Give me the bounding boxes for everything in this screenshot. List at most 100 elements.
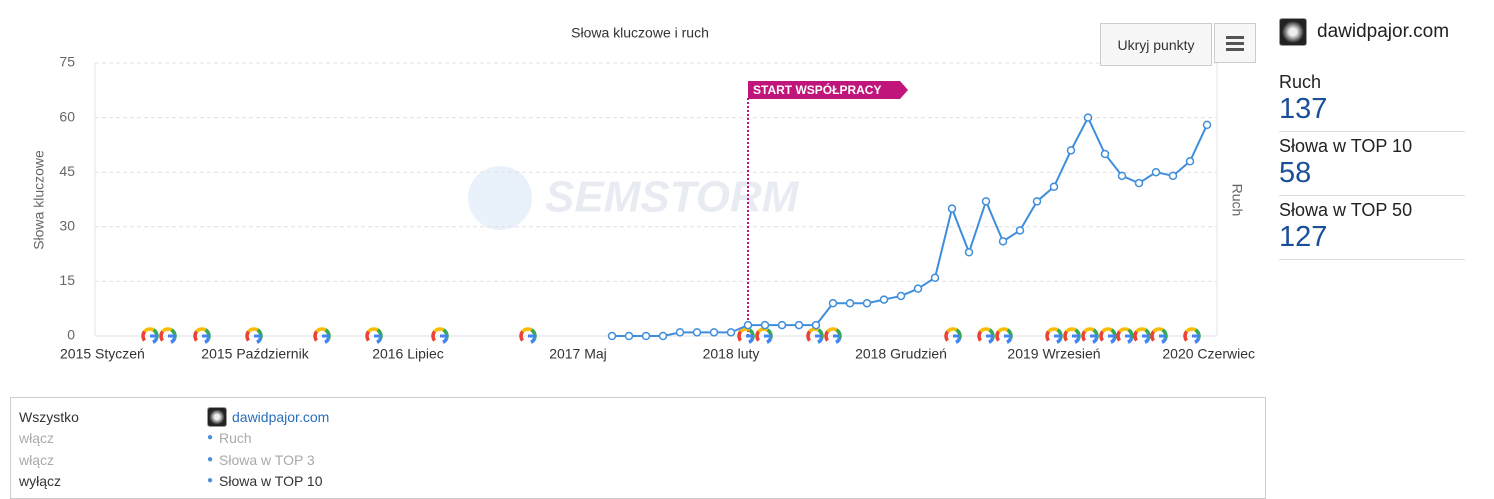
google-icon — [442, 337, 449, 344]
google-icon — [988, 337, 995, 344]
point — [947, 204, 957, 213]
google-icon — [1056, 328, 1063, 339]
google-icon — [1133, 330, 1139, 342]
google-icon — [1183, 330, 1189, 342]
legend-item[interactable]: Ruch — [219, 430, 252, 446]
stat-value: 137 — [1279, 93, 1328, 125]
y-tick-label: 75 — [59, 54, 75, 70]
point — [658, 331, 668, 341]
google-icon — [1161, 337, 1168, 344]
google-icon — [1118, 327, 1130, 333]
google-icon — [806, 330, 812, 342]
stat: Słowa w TOP 10 58 — [1279, 132, 1465, 196]
google-icon — [1110, 328, 1117, 339]
google-icon — [159, 330, 165, 342]
watermark-logo — [468, 166, 532, 230]
google-icon — [835, 328, 842, 339]
point — [1185, 157, 1195, 166]
point — [675, 328, 685, 337]
point — [1049, 182, 1059, 192]
point — [913, 284, 923, 293]
google-icon — [1006, 337, 1013, 344]
google-icon — [204, 337, 211, 344]
point — [777, 320, 787, 330]
google-icon — [324, 328, 331, 339]
google-icon — [1092, 328, 1099, 339]
google-icon — [1194, 337, 1201, 344]
menu-button[interactable] — [1214, 23, 1256, 63]
legend-item[interactable]: Słowa w TOP 3 — [219, 452, 315, 468]
y-tick-label: 45 — [59, 163, 75, 179]
google-icon — [193, 330, 199, 342]
point — [930, 273, 940, 283]
site-name: dawidpajor.com — [1317, 21, 1450, 42]
google-icon — [431, 330, 437, 342]
legend-site[interactable]: dawidpajor.com — [232, 409, 330, 425]
x-tick-label: 2019 Wrzesień — [1007, 346, 1100, 362]
google-icon — [170, 337, 177, 344]
legend-panel: Wszystko włącz włącz wyłącz dawidpajor.c… — [10, 397, 1266, 499]
point — [1100, 149, 1110, 159]
point — [743, 320, 753, 330]
legend-item[interactable]: Słowa w TOP 10 — [219, 473, 323, 489]
point — [1117, 171, 1127, 181]
google-icon — [1081, 330, 1087, 342]
google-icon — [442, 328, 449, 339]
watermark-text: SEMSTORM — [545, 173, 800, 222]
google-icon — [766, 337, 773, 344]
toggle[interactable]: włącz — [19, 452, 55, 468]
google-icon — [1074, 328, 1081, 339]
google-icon — [521, 327, 533, 333]
toggle[interactable]: wyłącz — [19, 473, 62, 489]
google-icon — [1099, 330, 1105, 342]
google-icon — [1006, 328, 1013, 339]
google-icon — [376, 337, 383, 344]
x-tick-label: 2018 Grudzień — [855, 346, 947, 362]
x-tick-label: 2015 Październik — [201, 346, 309, 362]
google-icon — [1152, 327, 1164, 333]
stat-label: Ruch — [1279, 72, 1322, 92]
annotation-flag — [748, 81, 908, 99]
google-icon — [324, 337, 331, 344]
legend-dot: ● — [207, 475, 214, 486]
chart-title: Słowa kluczowe i ruch — [571, 25, 709, 41]
point — [794, 320, 804, 330]
point — [1015, 226, 1025, 235]
google-icon — [530, 337, 537, 344]
point — [879, 295, 889, 304]
y-tick-label: 0 — [67, 327, 75, 343]
x-tick-label: 2015 Styczeń — [60, 346, 145, 362]
google-icon — [1074, 337, 1081, 344]
google-icon — [955, 328, 962, 339]
google-icon — [997, 327, 1009, 333]
point — [845, 298, 855, 308]
x-tick-label: 2020 Czerwiec — [1162, 346, 1255, 362]
google-icon — [748, 328, 755, 339]
sidebar: dawidpajor.com Ruch 137 Słowa w TOP 10 58 … — [1279, 18, 1494, 260]
google-icon — [1065, 327, 1077, 333]
google-icon — [170, 328, 177, 339]
point — [760, 320, 770, 330]
legend-dot: ● — [207, 432, 214, 443]
google-icon — [1092, 337, 1099, 344]
x-tick-label: 2018 luty — [703, 346, 760, 362]
google-icon — [195, 327, 207, 333]
point — [1168, 171, 1178, 181]
google-icon — [1144, 328, 1151, 339]
toggle[interactable]: włącz — [19, 430, 55, 446]
point — [607, 331, 617, 341]
legend-dot: ● — [207, 454, 214, 465]
point — [896, 291, 906, 301]
point — [726, 328, 736, 337]
google-icon — [161, 327, 173, 333]
all-toggle[interactable]: Wszystko — [19, 409, 79, 425]
x-tick-label: 2016 Lipiec — [372, 346, 444, 362]
hide-points-button[interactable]: Ukryj punkty — [1100, 23, 1212, 66]
google-icon — [946, 327, 958, 333]
google-icon — [530, 328, 537, 339]
google-icon — [1127, 328, 1134, 339]
x-tick-label: 2017 Maj — [549, 346, 607, 362]
google-icon — [204, 328, 211, 339]
google-icon — [1047, 327, 1059, 333]
google-icon — [944, 330, 950, 342]
